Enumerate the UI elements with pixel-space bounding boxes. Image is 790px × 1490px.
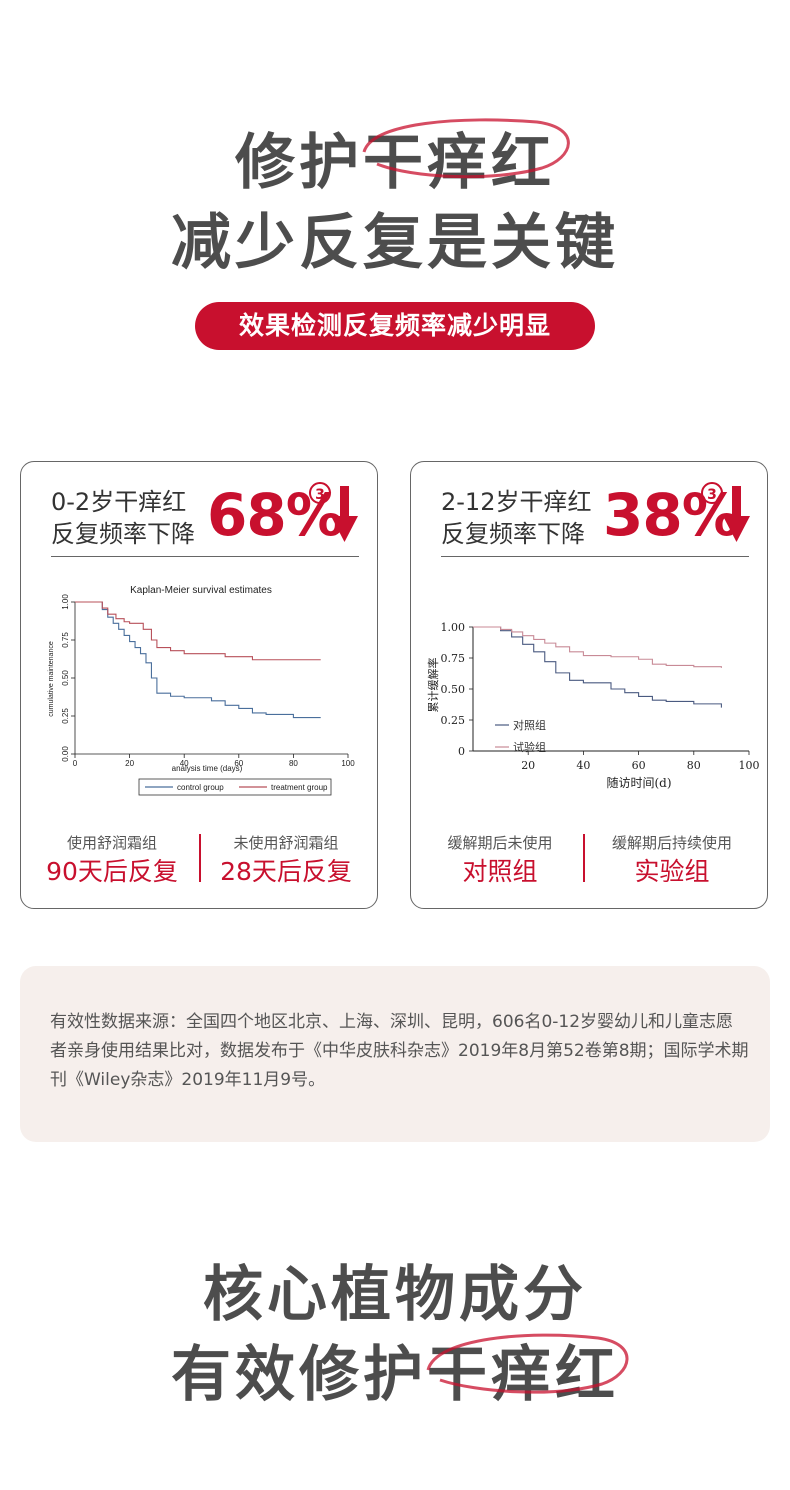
y-tick-label: 0.75 xyxy=(61,632,70,648)
footer-circle-mark xyxy=(426,1333,629,1394)
km-chart-2: 20 40 60 80 100 0 0.25 0.50 0.75 1.00 随访时间(d) 累计缓… xyxy=(426,621,760,790)
down-arrow-icon xyxy=(331,486,358,542)
legend-control: 对照组 xyxy=(513,718,546,732)
y-tick-label: 0.75 xyxy=(441,652,466,665)
result-card-child: 2-12岁干痒红 反复频率下降 38% 3 20 40 60 80 100 0 0.25 0.… xyxy=(410,461,768,909)
series-line-0 xyxy=(75,601,321,719)
hero-title-line1: 修护干痒红 xyxy=(235,128,555,198)
series-line-0 xyxy=(473,626,722,708)
x-tick-label: 20 xyxy=(521,759,535,772)
x-tick-label: 80 xyxy=(289,759,298,768)
foot-left-label: 缓解期后未使用 xyxy=(447,834,553,852)
y-tick-label: 0.00 xyxy=(61,746,70,762)
legend-test: 试验组 xyxy=(513,740,546,754)
y-tick-label: 0.25 xyxy=(441,714,466,727)
foot-left-value: 90天后反复 xyxy=(46,857,178,886)
footer-title-line2: 有效修护干痒红 xyxy=(171,1340,619,1410)
card-heading-line2: 反复频率下降 xyxy=(441,520,585,548)
chart-title: Kaplan-Meier survival estimates xyxy=(130,585,272,596)
card-divider xyxy=(51,556,359,557)
card-heading: 0-2岁干痒红 反复频率下降 xyxy=(51,486,195,550)
footnote-marker: 3 xyxy=(309,482,331,504)
data-source-panel: 有效性数据来源：全国四个地区北京、上海、深圳、昆明，606名0-12岁婴幼儿和儿… xyxy=(20,966,770,1142)
y-tick-label: 0 xyxy=(458,745,465,758)
card-divider xyxy=(441,556,749,557)
legend-control: control group xyxy=(177,783,224,792)
series-line-1 xyxy=(473,626,722,668)
footer-title-line1: 核心植物成分 xyxy=(203,1260,587,1330)
x-axis-label: 随访时间(d) xyxy=(606,775,671,790)
card-heading-line1: 2-12岁干痒红 xyxy=(441,488,592,516)
y-axis-label: 累计缓解率 xyxy=(426,658,440,713)
effect-badge: 效果检测反复频率减少明显 xyxy=(195,302,595,350)
x-tick-label: 100 xyxy=(341,759,355,768)
legend-box xyxy=(138,778,332,796)
y-tick-label: 1.00 xyxy=(441,621,466,634)
x-tick-label: 100 xyxy=(739,759,760,772)
foot-right-label: 缓解期后持续使用 xyxy=(611,834,732,852)
x-tick-label: 40 xyxy=(576,759,590,772)
data-source-text: 有效性数据来源：全国四个地区北京、上海、深圳、昆明，606名0-12岁婴幼儿和儿… xyxy=(50,1012,749,1090)
x-tick-label: 40 xyxy=(180,759,189,768)
series-line-1 xyxy=(75,601,321,661)
foot-divider xyxy=(583,834,585,882)
y-tick-label: 0.50 xyxy=(441,683,466,696)
y-tick-label: 1.00 xyxy=(61,594,70,610)
foot-divider xyxy=(199,834,201,882)
foot-right-label: 未使用舒润霜组 xyxy=(233,834,339,852)
card-heading-line2: 反复频率下降 xyxy=(51,520,195,548)
x-tick-label: 20 xyxy=(125,759,134,768)
down-arrow-icon xyxy=(723,486,750,542)
legend-treatment: treatment group xyxy=(271,783,328,792)
result-card-infant: 0-2岁干痒红 反复频率下降 68% 3 Kaplan-Meier surviv… xyxy=(20,461,378,909)
y-axis-label: cumulative maintenance xyxy=(48,641,55,717)
hero-circle-mark xyxy=(362,118,570,179)
card-heading: 2-12岁干痒红 反复频率下降 xyxy=(441,486,591,550)
foot-left-label: 使用舒润霜组 xyxy=(66,834,157,852)
x-tick-label: 60 xyxy=(632,759,646,772)
x-tick-label: 60 xyxy=(234,759,243,768)
footnote-marker: 3 xyxy=(701,482,723,504)
y-tick-label: 0.50 xyxy=(61,670,70,686)
card-heading-line1: 0-2岁干痒红 xyxy=(51,488,187,516)
hero-title-line2: 减少反复是关键 xyxy=(171,208,619,278)
foot-left-value: 对照组 xyxy=(462,857,538,886)
x-tick-label: 0 xyxy=(73,759,78,768)
y-tick-label: 0.25 xyxy=(61,708,70,724)
foot-right-value: 28天后反复 xyxy=(220,857,352,886)
km-chart-1: Kaplan-Meier survival estimates analysis… xyxy=(48,585,355,796)
foot-right-value: 实验组 xyxy=(634,857,710,886)
x-tick-label: 80 xyxy=(687,759,701,772)
x-axis-label: analysis time (days) xyxy=(172,764,243,773)
